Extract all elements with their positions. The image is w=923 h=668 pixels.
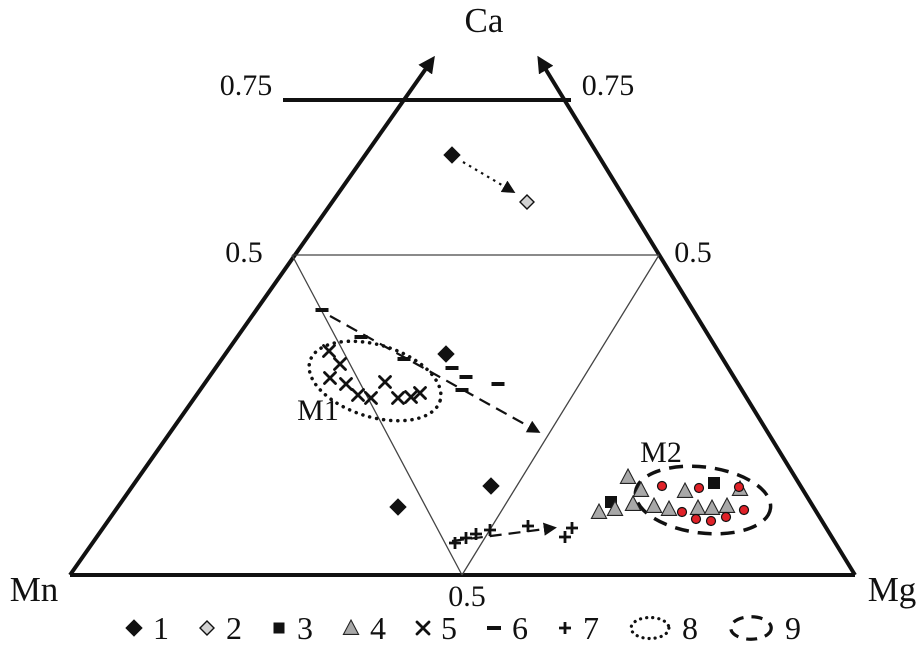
apex-label-ca: Ca <box>465 1 504 40</box>
legend-item-5: 5 <box>412 612 457 644</box>
legend-item-label: 6 <box>512 610 528 646</box>
legend-item-label: 2 <box>226 610 242 646</box>
legend-item-1: 1 <box>122 612 169 644</box>
legend-item-4: 4 <box>339 612 386 644</box>
region-label-m1: M1 <box>297 394 339 427</box>
dotted-ellipse-icon <box>629 615 671 641</box>
apex-label-mg: Mg <box>868 570 917 609</box>
triangle-right-edge-arrow <box>537 55 857 577</box>
legend: 1 2 3 4 5 6 7 8 <box>0 612 923 644</box>
legend-item-label: 5 <box>441 610 457 646</box>
triangle-frame <box>68 55 857 577</box>
legend-item-label: 3 <box>297 610 313 646</box>
legend-item-label: 1 <box>153 610 169 646</box>
dashed-ellipse-icon <box>729 615 773 641</box>
tick-label-075-left: 0.75 <box>220 69 273 102</box>
region-labels: M1 M2 <box>297 394 682 469</box>
legend-item-3: 3 <box>268 612 313 644</box>
tick-label-05-bottom: 0.5 <box>448 580 486 613</box>
legend-item-label: 9 <box>785 610 801 646</box>
region-label-m2: M2 <box>640 436 682 469</box>
gray-diamond-icon <box>199 620 215 636</box>
legend-item-6: 6 <box>483 612 528 644</box>
gray-triangle-icon <box>342 618 360 635</box>
filled-diamond-icon <box>125 619 143 637</box>
filled-square-icon <box>273 622 285 634</box>
dash-icon <box>487 626 501 630</box>
inner-gridline-right <box>461 254 660 576</box>
legend-item-label: 7 <box>583 610 599 646</box>
legend-item-label: 8 <box>682 610 698 646</box>
axis-labels: Ca Mn Mg 0.75 0.75 0.5 0.5 0.5 <box>10 1 917 613</box>
data-points-layer <box>307 146 773 549</box>
legend-item-7: 7 <box>554 612 599 644</box>
legend-item-2: 2 <box>195 612 242 644</box>
tick-label-075-right: 0.75 <box>582 69 635 102</box>
apex-label-mn: Mn <box>10 570 59 609</box>
legend-item-9: 9 <box>724 612 801 644</box>
legend-item-8: 8 <box>625 612 698 644</box>
triangle-left-edge-arrow <box>68 55 435 577</box>
x-cross-icon <box>415 620 431 636</box>
tick-label-05-left: 0.5 <box>225 236 263 269</box>
plus-icon <box>559 622 571 634</box>
tick-label-05-right: 0.5 <box>674 236 712 269</box>
legend-item-label: 4 <box>370 610 386 646</box>
